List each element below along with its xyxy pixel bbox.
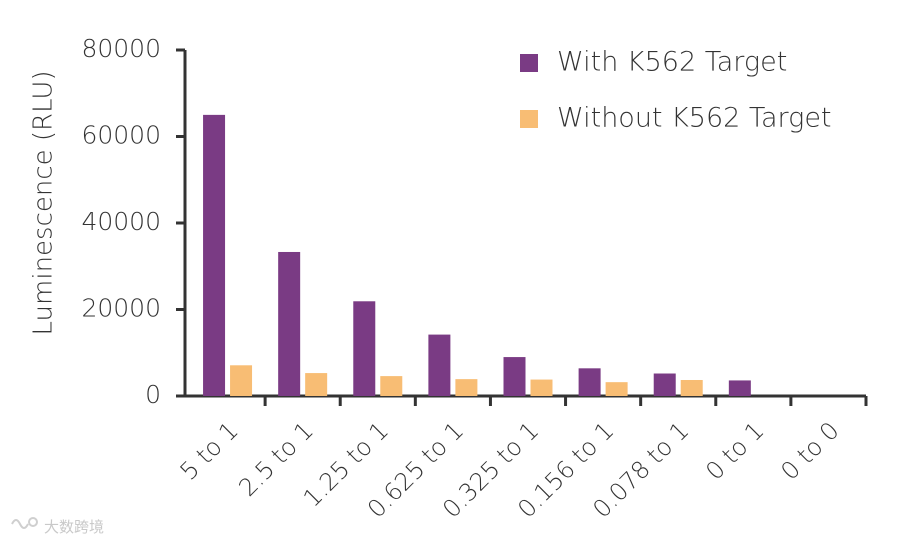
y-axis-label: Luminescence (RLU)	[29, 71, 59, 336]
bar-without-target	[680, 379, 703, 396]
legend: With K562 Target Without K562 Target	[520, 47, 832, 134]
bar-with-target	[653, 373, 676, 396]
bars	[203, 114, 751, 396]
legend-label: With K562 Target	[557, 47, 787, 78]
legend-swatch	[520, 54, 538, 72]
x-tick-label: 0 to 1	[700, 416, 769, 485]
x-tick-label: 0 to 0	[775, 416, 844, 485]
y-ticks: 0 20000 40000 60000 80000	[81, 34, 185, 409]
y-tick-label: 20000	[81, 294, 161, 323]
bar-with-target	[203, 114, 226, 396]
y-tick-label: 80000	[81, 34, 161, 63]
watermark: 大数跨境	[11, 517, 104, 536]
bar-with-target	[728, 380, 751, 396]
bar-without-target	[455, 379, 478, 396]
bar-without-target	[305, 373, 328, 396]
legend-swatch	[520, 110, 538, 128]
watermark-logo-icon	[11, 517, 38, 529]
x-ticks: 5 to 12.5 to 11.25 to 10.625 to 10.325 t…	[175, 396, 868, 523]
y-tick-label: 40000	[81, 207, 161, 236]
bar-with-target	[428, 334, 451, 396]
bar-without-target	[605, 382, 628, 396]
bar-without-target	[530, 379, 553, 396]
bar-with-target	[578, 368, 601, 396]
watermark-text: 大数跨境	[44, 518, 104, 536]
bar-with-target	[278, 251, 301, 396]
bar-without-target	[380, 376, 403, 396]
y-tick-label: 0	[145, 380, 161, 409]
bar-with-target	[353, 301, 376, 396]
bar-without-target	[230, 365, 253, 396]
legend-label: Without K562 Target	[557, 103, 832, 134]
y-tick-label: 60000	[81, 121, 161, 150]
x-tick-label: 5 to 1	[175, 416, 244, 485]
bar-with-target	[503, 357, 526, 396]
